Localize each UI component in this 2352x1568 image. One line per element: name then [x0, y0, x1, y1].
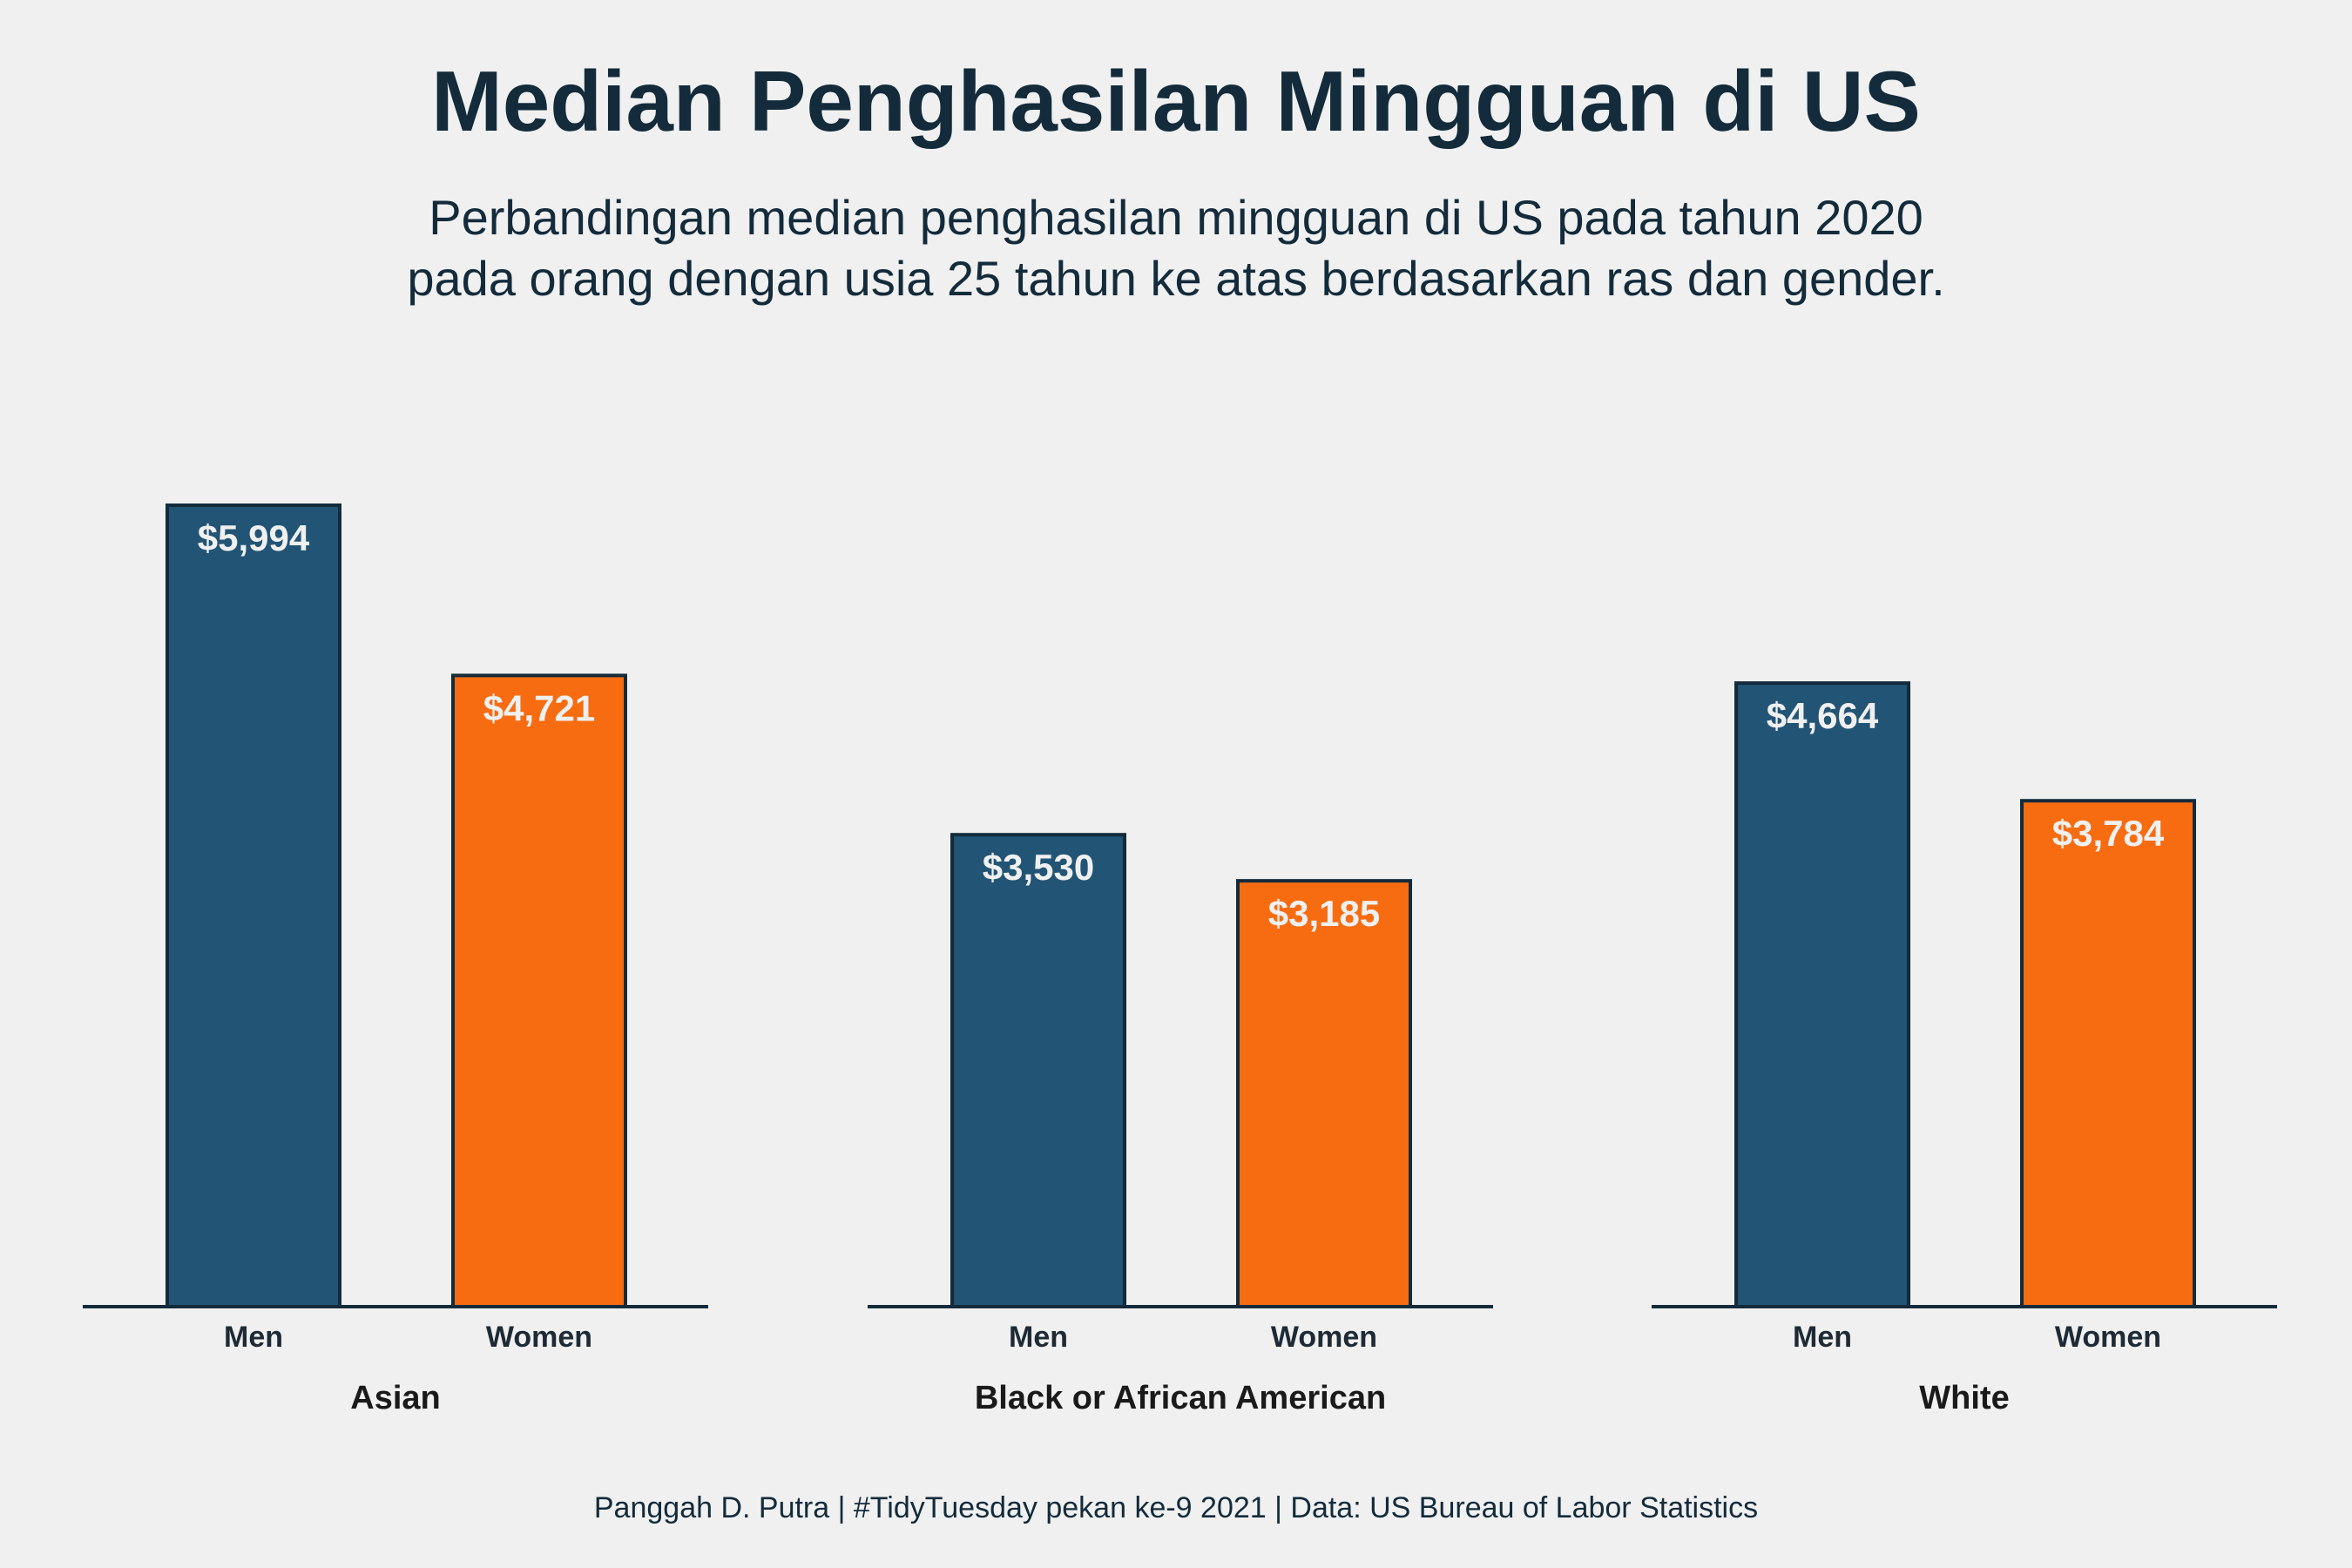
category-label-men: Men	[1793, 1321, 1852, 1354]
bar-black-or-african-american-women	[1236, 879, 1412, 1308]
bar-value-label: $4,721	[483, 687, 595, 728]
bar-black-or-african-american-men	[950, 833, 1126, 1308]
category-label-women: Women	[486, 1321, 592, 1354]
panel-label: Black or African American	[975, 1380, 1386, 1416]
panel-white: $4,664 Men $3,784 Women White	[1652, 681, 2277, 1416]
bar-white-men	[1734, 681, 1910, 1308]
bar-value-label: $4,664	[1767, 695, 1879, 736]
panel-label: Asian	[350, 1380, 440, 1416]
panel-asian: $5,994 Men $4,721 Women Asian	[83, 504, 708, 1416]
category-label-women: Women	[1271, 1321, 1377, 1354]
chart-subtitle: Perbandingan median penghasilan mingguan…	[0, 187, 2352, 309]
bar-value-label: $5,994	[198, 517, 310, 558]
bar-value-label: $3,784	[2052, 813, 2165, 854]
panel-black-or-african-american: $3,530 Men $3,185 Women Black or African Ame…	[868, 833, 1493, 1416]
subtitle-line-2: pada orang dengan usia 25 tahun ke atas …	[407, 251, 1945, 306]
category-label-men: Men	[224, 1321, 283, 1354]
panel-label: White	[1919, 1380, 2009, 1416]
bar-asian-women	[451, 673, 627, 1308]
bar-white-women	[2020, 799, 2196, 1308]
chart-title: Median Penghasilan Mingguan di US	[431, 53, 1921, 149]
category-label-men: Men	[1009, 1321, 1068, 1354]
subtitle-line-1: Perbandingan median penghasilan mingguan…	[429, 190, 1923, 245]
chart-caption: Panggah D. Putra | #TidyTuesday pekan ke…	[593, 1491, 1759, 1524]
bar-value-label: $3,185	[1268, 893, 1380, 934]
bar-value-label: $3,530	[983, 847, 1094, 888]
category-label-women: Women	[2055, 1321, 2161, 1354]
bar-asian-men	[166, 504, 341, 1308]
